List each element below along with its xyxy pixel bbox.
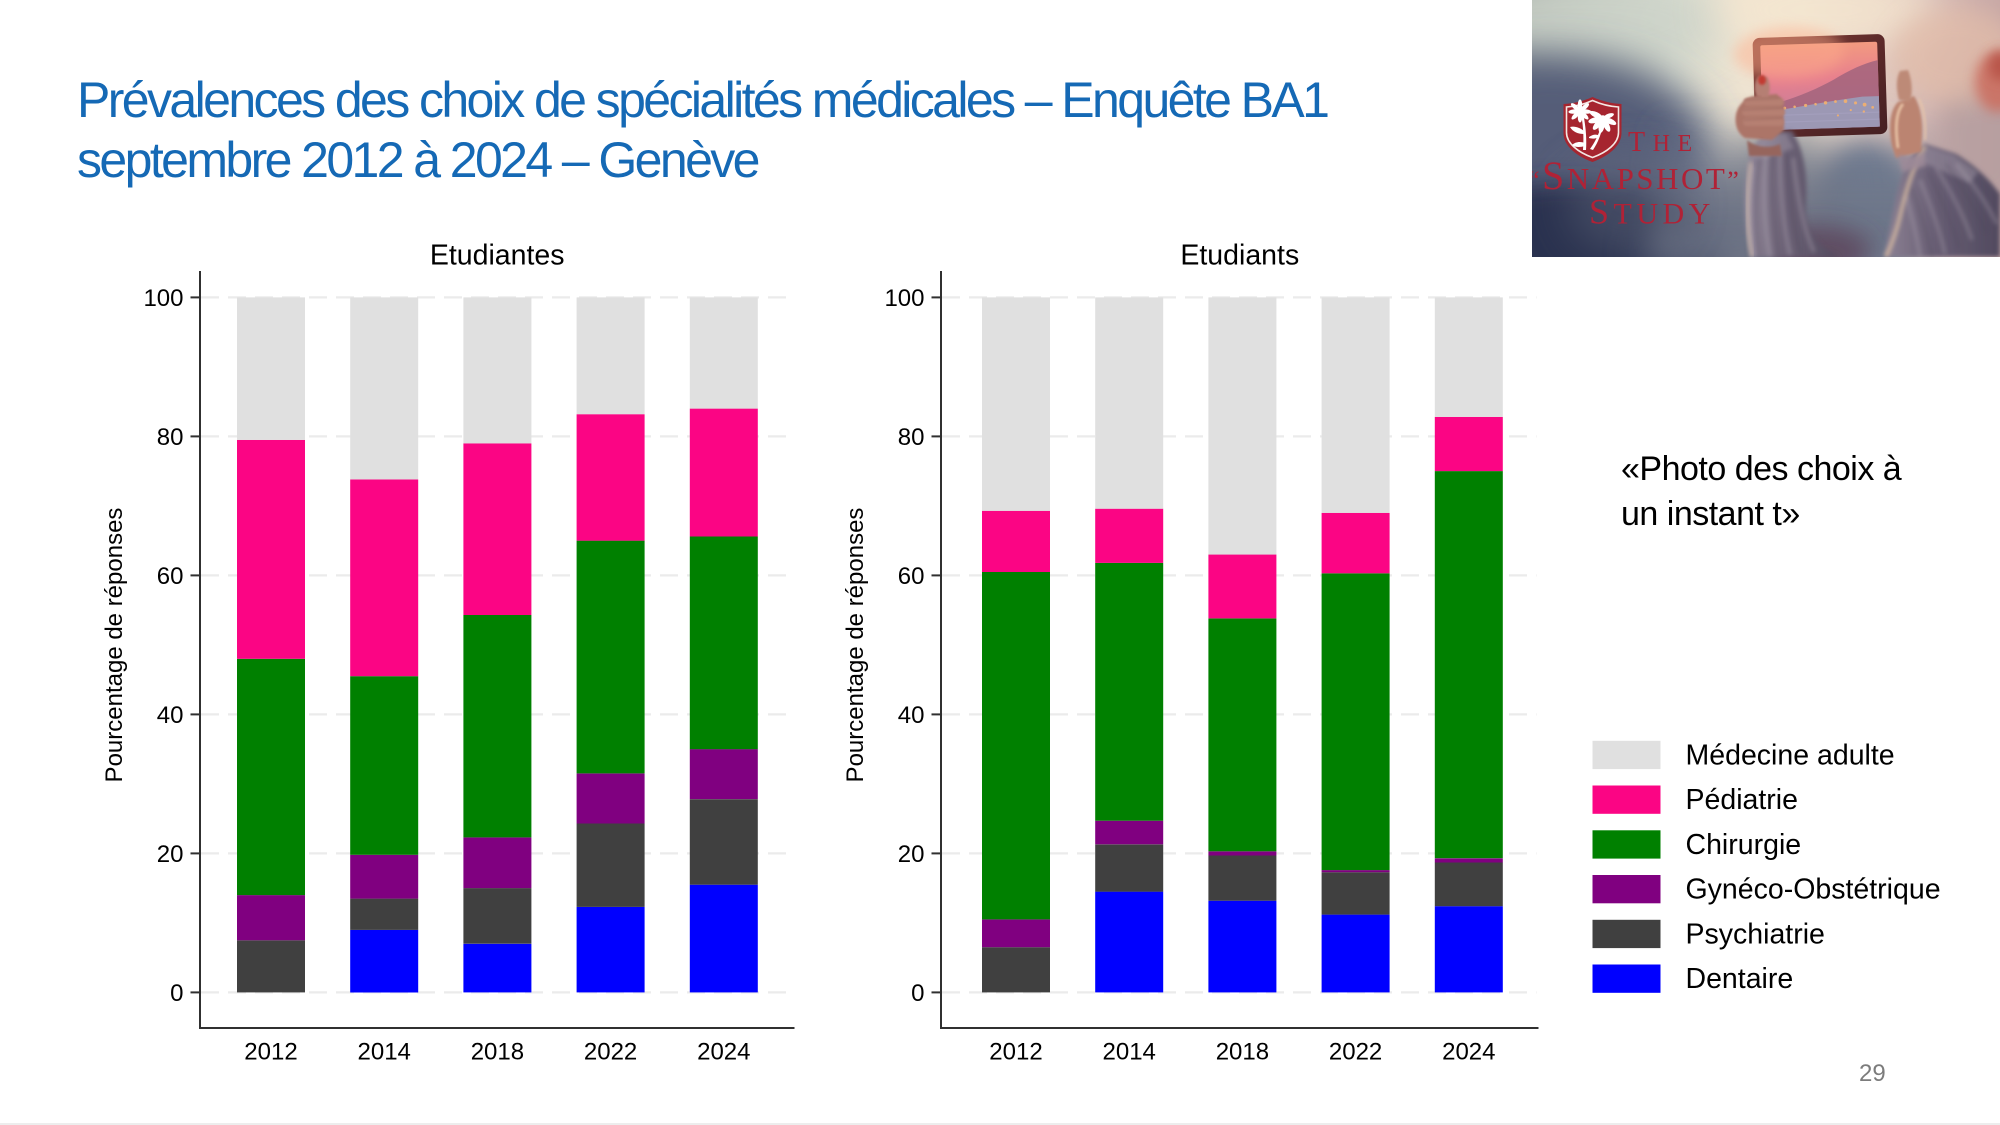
svg-text:THE: THE bbox=[1628, 127, 1700, 158]
svg-text:40: 40 bbox=[898, 702, 925, 729]
svg-text:Etudiants: Etudiants bbox=[1180, 240, 1299, 272]
svg-text:Pourcentage de réponses: Pourcentage de réponses bbox=[101, 508, 128, 783]
svg-text:Chirurgie: Chirurgie bbox=[1686, 829, 1802, 861]
svg-text:2022: 2022 bbox=[584, 1039, 637, 1066]
svg-text:Pourcentage de réponses: Pourcentage de réponses bbox=[842, 508, 869, 783]
svg-text:80: 80 bbox=[157, 424, 184, 451]
svg-text:Psychiatrie: Psychiatrie bbox=[1686, 919, 1825, 951]
svg-text:0: 0 bbox=[911, 980, 924, 1007]
svg-text:100: 100 bbox=[143, 285, 183, 312]
svg-text:Gynéco-Obstétrique: Gynéco-Obstétrique bbox=[1686, 874, 1941, 906]
svg-text:80: 80 bbox=[898, 424, 925, 451]
svg-text:Pédiatrie: Pédiatrie bbox=[1686, 784, 1798, 816]
svg-text:Etudiantes: Etudiantes bbox=[430, 240, 565, 272]
svg-text:20: 20 bbox=[157, 841, 184, 868]
svg-text:Médecine adulte: Médecine adulte bbox=[1686, 740, 1895, 772]
svg-text:100: 100 bbox=[884, 285, 924, 312]
svg-text:20: 20 bbox=[898, 841, 925, 868]
svg-text:Dentaire: Dentaire bbox=[1686, 963, 1794, 995]
svg-text:2024: 2024 bbox=[697, 1039, 750, 1066]
svg-text:2018: 2018 bbox=[471, 1039, 524, 1066]
svg-text:0: 0 bbox=[170, 980, 183, 1007]
svg-text:2022: 2022 bbox=[1329, 1039, 1382, 1066]
svg-text:60: 60 bbox=[157, 563, 184, 590]
svg-text:“SNAPSHOT”: “SNAPSHOT” bbox=[1528, 153, 1741, 198]
svg-text:2018: 2018 bbox=[1216, 1039, 1269, 1066]
svg-text:60: 60 bbox=[898, 563, 925, 590]
svg-text:40: 40 bbox=[157, 702, 184, 729]
svg-text:2014: 2014 bbox=[358, 1039, 411, 1066]
svg-text:STUDY: STUDY bbox=[1589, 192, 1715, 232]
svg-text:2012: 2012 bbox=[989, 1039, 1042, 1066]
svg-text:2024: 2024 bbox=[1442, 1039, 1495, 1066]
svg-text:2014: 2014 bbox=[1103, 1039, 1156, 1066]
svg-text:2012: 2012 bbox=[244, 1039, 297, 1066]
